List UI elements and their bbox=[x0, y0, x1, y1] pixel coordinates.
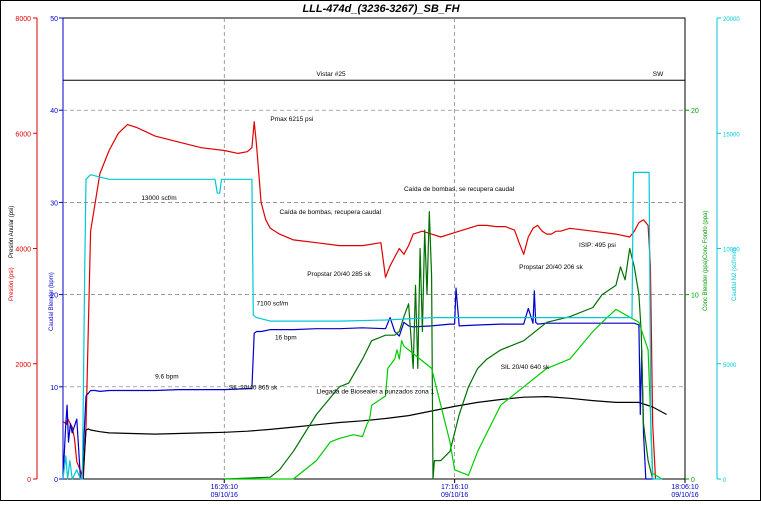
presion-tick-label: 8000 bbox=[15, 16, 31, 23]
chart-title: LLL-474d_(3236-3267)_SB_FH bbox=[302, 3, 460, 15]
conc-tick-label: 0 bbox=[691, 477, 695, 484]
x-tick-time: 16:26:10 bbox=[211, 484, 238, 491]
n2-tick-label: 10000 bbox=[723, 248, 740, 254]
series-group bbox=[62, 79, 685, 480]
n2-tick-label: 20000 bbox=[723, 17, 740, 23]
conc-blender-axis-label: Conc Blender (ppa) bbox=[703, 259, 709, 311]
annotations-group: Vistar #25 SW Pmax 6215 psi 13000 scf/m Caíd… bbox=[141, 71, 664, 396]
presion-tick-label: 6000 bbox=[15, 131, 31, 138]
axis-ticks: 0 2000 4000 6000 8000 0 10 20 30 40 50 0 10 20 0 5000 10… bbox=[15, 16, 740, 499]
presion-tick-label: 4000 bbox=[15, 247, 31, 254]
series-annular bbox=[82, 396, 667, 480]
series-conc_blender bbox=[224, 211, 654, 480]
presion-anular-axis-label: Presión Anular (psi) bbox=[9, 206, 15, 258]
n2-tick-label: 0 bbox=[723, 478, 727, 484]
n2-tick-label: 5000 bbox=[723, 363, 737, 369]
annotation-label: 13000 scf/m bbox=[141, 195, 176, 202]
caudal-axis-label: Caudal Blender (bpm) bbox=[49, 272, 55, 331]
annotation-label: Caída de bombas, recupera caudal bbox=[280, 209, 382, 216]
grid-lines bbox=[63, 18, 685, 479]
series-conc_fondo bbox=[224, 308, 663, 480]
n2-tick-label: 15000 bbox=[723, 132, 740, 138]
annotation-label: Llegada de Biosealer a punzados zona 1 bbox=[316, 389, 434, 396]
annotation-label: Pmax 6215 psi bbox=[270, 116, 313, 123]
x-tick-date: 09/10/16 bbox=[671, 492, 698, 499]
annotation-label: 9.6 bpm bbox=[155, 374, 179, 381]
presion-tick-label: 0 bbox=[27, 477, 31, 484]
caudal-tick-label: 10 bbox=[50, 385, 58, 392]
caudal-tick-label: 0 bbox=[54, 477, 58, 484]
caudal-tick-label: 50 bbox=[50, 16, 58, 23]
series-n2 bbox=[62, 171, 662, 480]
annotation-label: SW bbox=[653, 71, 664, 78]
presion-tick-label: 2000 bbox=[15, 362, 31, 369]
annotation-label: SIL 20/40 865 sk bbox=[229, 385, 278, 392]
x-tick-date: 09/10/16 bbox=[211, 492, 238, 499]
annotation-label: Caída de bombas, se recupera caudal bbox=[404, 186, 515, 193]
x-tick-time: 17:16:10 bbox=[441, 484, 468, 491]
conc-fondo-axis-label: Conc Fondo (ppa) bbox=[703, 211, 709, 259]
conc-tick-label: 20 bbox=[691, 108, 699, 115]
caudal-tick-label: 30 bbox=[50, 200, 58, 207]
annotation-label: Vistar #25 bbox=[316, 71, 346, 78]
annotation-label: ISIP: 495 psi bbox=[579, 242, 616, 249]
caudal-tick-label: 20 bbox=[50, 293, 58, 300]
annotation-label: Propstar 20/40 285 sk bbox=[307, 271, 371, 278]
conc-tick-label: 10 bbox=[691, 293, 699, 300]
annotation-label: 7100 scf/m bbox=[257, 301, 289, 308]
annotation-label: SIL 20/40 640 sk bbox=[501, 364, 550, 371]
series-pressure bbox=[62, 121, 657, 480]
x-tick-time: 18:06:10 bbox=[671, 484, 698, 491]
x-tick-date: 09/10/16 bbox=[441, 492, 468, 499]
caudal-tick-label: 40 bbox=[50, 108, 58, 115]
series-caudal bbox=[62, 287, 655, 480]
annotation-label: Propstar 20/40 206 sk bbox=[519, 264, 583, 271]
annotation-label: 16 bpm bbox=[275, 335, 297, 342]
n2-axis-label: Caudal N2 (scf/min) bbox=[732, 248, 738, 301]
presion-axis-label: Presión (psi) bbox=[9, 267, 15, 301]
